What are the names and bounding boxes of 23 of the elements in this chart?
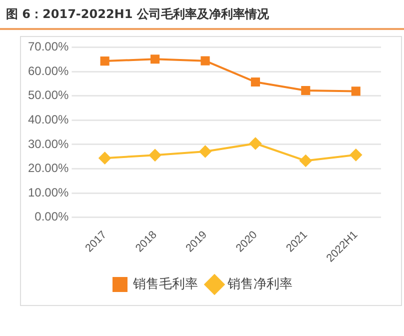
y-tick-label: 50.00% [28,88,70,102]
point [350,148,362,161]
point [300,154,312,167]
point [250,77,260,87]
y-tick-label: 60.00% [28,64,70,78]
point [149,149,162,162]
point [200,56,210,66]
chart-title: 图 6：2017-2022H1 公司毛利率及净利率情况 [6,6,269,23]
point [351,86,360,96]
legend-label: 销售净利率 [226,276,292,292]
y-tick-label: 40.00% [28,112,70,126]
point [100,56,110,66]
y-tick-label: 10.00% [28,185,70,200]
legend-label: 销售毛利率 [132,276,198,292]
point [199,146,212,158]
y-tick-label: 20.00% [28,161,70,176]
y-tick-label: 30.00% [28,136,70,151]
point [98,152,111,164]
point [150,54,160,64]
y-tick-label: 0.00% [34,210,70,224]
y-tick-label: 70.00% [28,40,70,54]
point [249,137,262,150]
point [301,86,310,96]
